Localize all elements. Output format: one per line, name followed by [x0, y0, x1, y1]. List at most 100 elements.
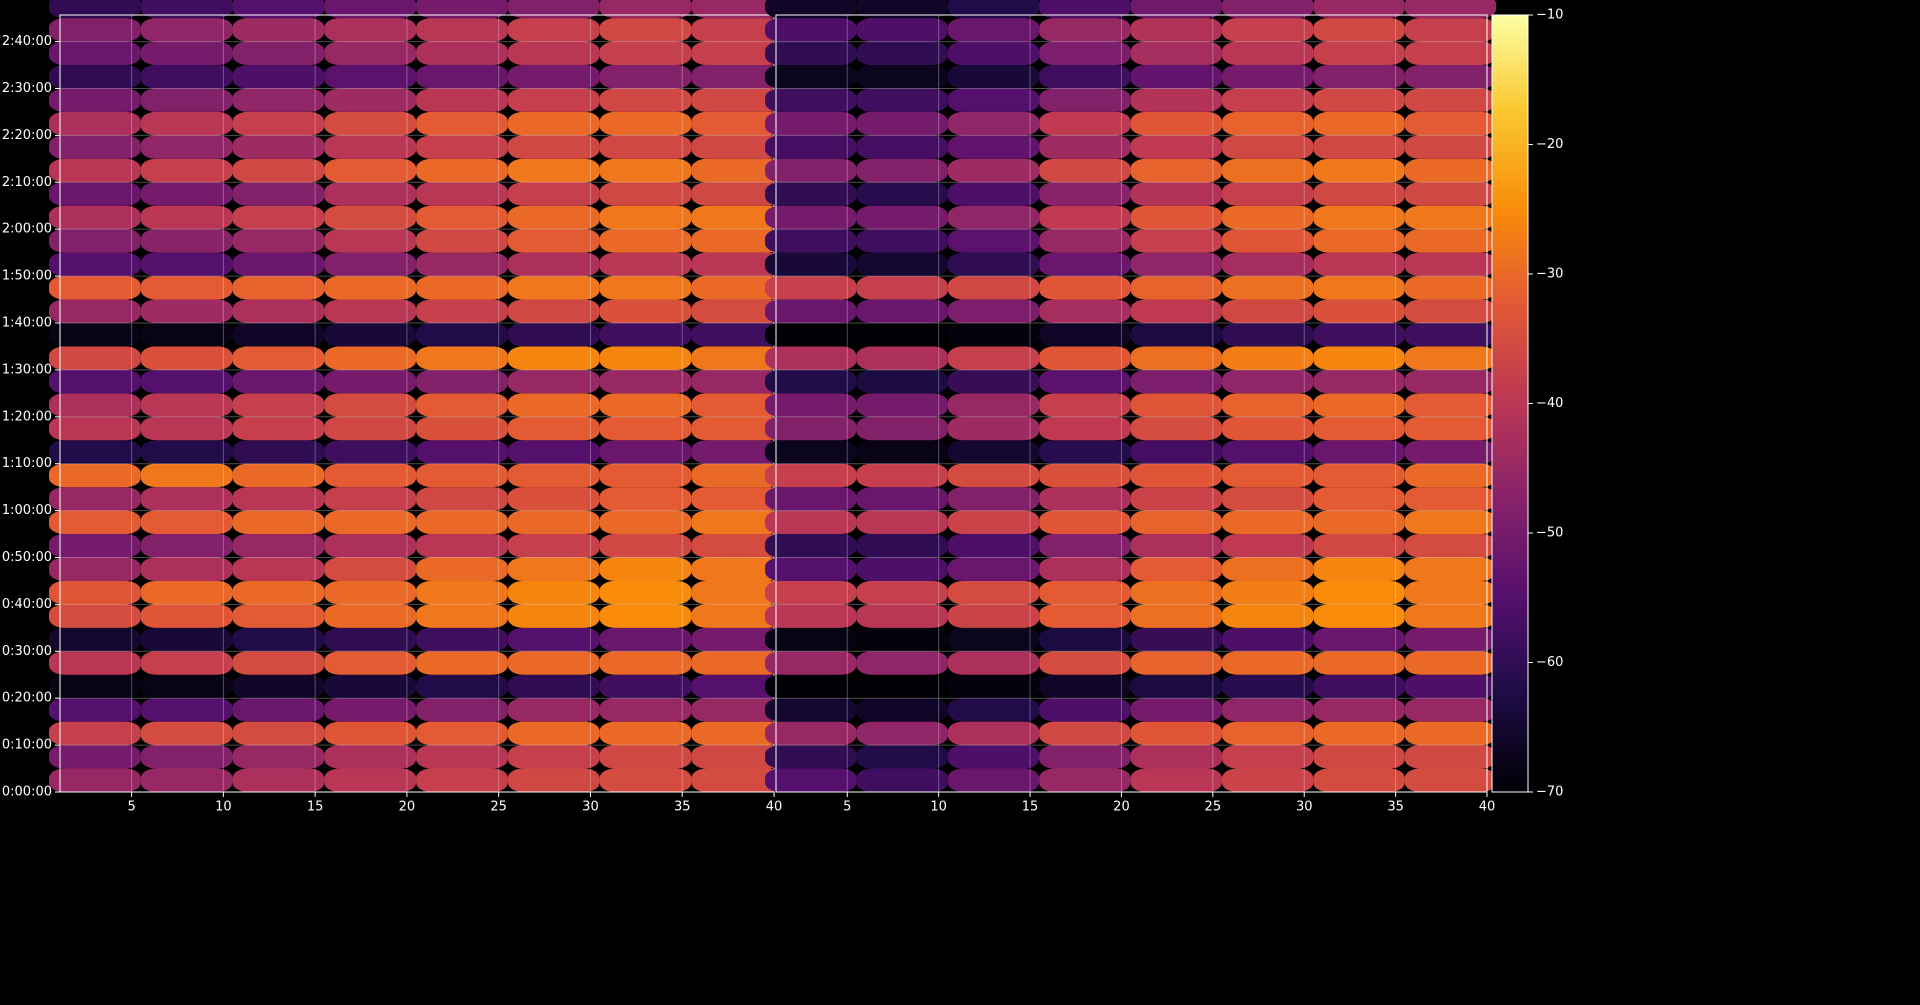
- heat-cell: [691, 557, 784, 581]
- heat-cell: [232, 510, 325, 535]
- heat-cell: [324, 346, 417, 370]
- heat-cell: [48, 416, 141, 441]
- heat-cell: [856, 487, 948, 511]
- heat-cell: [1313, 111, 1405, 136]
- heat-cell: [507, 463, 600, 488]
- heat-cell: [1221, 205, 1314, 230]
- y-tick-label: 0:50:00: [2, 550, 52, 565]
- heat-cell: [232, 651, 325, 675]
- heat-cell: [947, 698, 1040, 722]
- heat-cell: [140, 416, 233, 441]
- heat-cell: [947, 557, 1040, 581]
- heat-cell: [232, 18, 325, 42]
- heat-cell: [1039, 721, 1131, 746]
- heat-cell: [507, 721, 600, 746]
- heat-cell: [48, 111, 141, 136]
- heat-cell: [1404, 463, 1497, 488]
- heat-cell: [1313, 557, 1405, 581]
- heat-cell: [1404, 604, 1497, 628]
- heat-cell: [324, 416, 417, 441]
- heat-cell: [765, 510, 857, 535]
- heat-cell: [48, 768, 141, 792]
- heat-cell: [1313, 510, 1405, 535]
- heat-cell: [140, 41, 233, 66]
- heat-cell: [48, 276, 141, 300]
- heat-cell: [1313, 65, 1405, 89]
- heat-cell: [1130, 698, 1222, 722]
- heat-cell: [765, 158, 857, 183]
- heat-cell: [324, 745, 417, 769]
- heat-cell: [1221, 322, 1314, 347]
- heat-cell: [1404, 440, 1497, 464]
- heat-cell: [1404, 252, 1497, 277]
- heat-cell: [140, 65, 233, 89]
- heat-cell: [691, 252, 784, 277]
- heat-cell: [765, 580, 857, 605]
- heat-cell: [416, 369, 508, 394]
- heat-cell: [1404, 18, 1497, 42]
- x-tick-label: 5: [843, 800, 851, 815]
- heat-cell: [1313, 276, 1405, 300]
- heat-cell: [507, 393, 600, 417]
- heat-cell: [765, 487, 857, 511]
- heat-cell: [691, 393, 784, 417]
- heat-cell: [140, 229, 233, 253]
- heat-cell: [1221, 534, 1314, 558]
- heat-cell: [324, 0, 417, 19]
- heat-cell: [947, 205, 1040, 230]
- heat-cell: [1404, 369, 1497, 394]
- heat-cell: [856, 393, 948, 417]
- heat-cell: [947, 252, 1040, 277]
- heat-cell: [48, 557, 141, 581]
- heat-cell: [1313, 135, 1405, 159]
- heat-cell: [1039, 580, 1131, 605]
- heat-cell: [1221, 510, 1314, 535]
- heat-cell: [691, 0, 784, 19]
- heat-cell: [232, 276, 325, 300]
- heat-cell: [1313, 651, 1405, 675]
- heat-cell: [856, 580, 948, 605]
- heat-cell: [1039, 369, 1131, 394]
- heat-cell: [947, 463, 1040, 488]
- heat-cell: [507, 557, 600, 581]
- heat-cell: [507, 252, 600, 277]
- heat-cell: [765, 346, 857, 370]
- heat-cell: [1221, 698, 1314, 722]
- heat-cell: [599, 580, 692, 605]
- heat-cell: [1039, 88, 1131, 112]
- heat-cell: [507, 276, 600, 300]
- heat-cell: [599, 440, 692, 464]
- heat-cell: [1039, 487, 1131, 511]
- x-tick-label: 15: [1022, 800, 1039, 815]
- heat-cell: [599, 674, 692, 699]
- heat-cell: [416, 41, 508, 66]
- heat-cell: [599, 768, 692, 792]
- y-tick-label: 2:40:00: [2, 34, 52, 49]
- heat-cell: [507, 745, 600, 769]
- heat-cell: [416, 651, 508, 675]
- heat-cell: [1039, 416, 1131, 441]
- heat-cell: [1313, 745, 1405, 769]
- heat-cell: [416, 440, 508, 464]
- heat-cell: [507, 229, 600, 253]
- heat-cell: [507, 369, 600, 394]
- heat-cell: [599, 322, 692, 347]
- heat-cell: [232, 346, 325, 370]
- heat-cell: [856, 768, 948, 792]
- heat-cell: [48, 674, 141, 699]
- heat-cell: [947, 651, 1040, 675]
- heat-cell: [1313, 18, 1405, 42]
- heat-cell: [599, 393, 692, 417]
- heat-cell: [324, 463, 417, 488]
- heat-cell: [416, 205, 508, 230]
- heat-cell: [947, 604, 1040, 628]
- heat-cell: [507, 322, 600, 347]
- heat-cell: [324, 393, 417, 417]
- heat-cell: [416, 299, 508, 323]
- heat-cell: [1130, 416, 1222, 441]
- x-tick-label: 20: [399, 800, 416, 815]
- heat-cell: [765, 604, 857, 628]
- heat-cell: [416, 18, 508, 42]
- heat-cell: [507, 416, 600, 441]
- heat-cell: [1039, 768, 1131, 792]
